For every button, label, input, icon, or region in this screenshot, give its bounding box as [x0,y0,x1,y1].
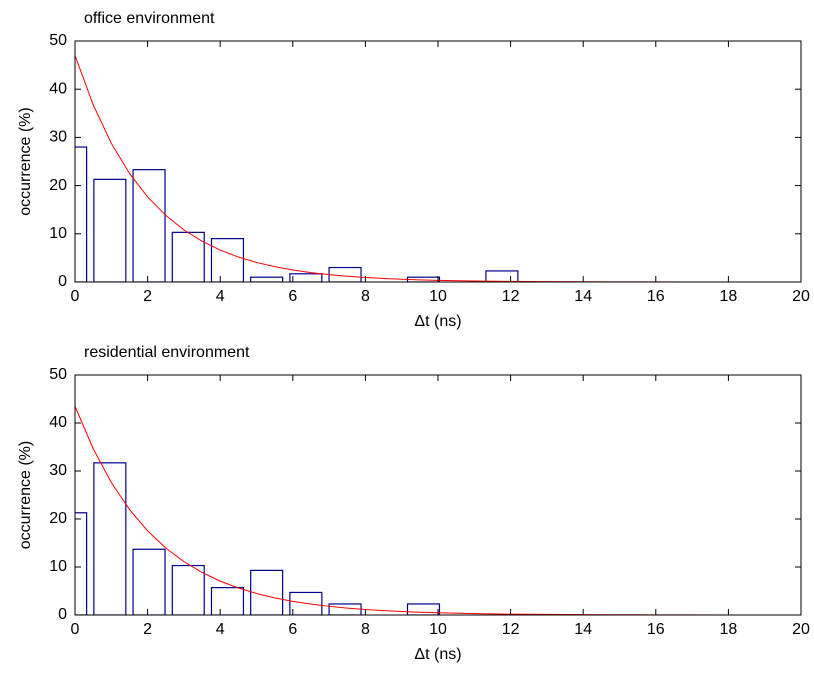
bar [93,462,127,615]
bar [289,591,323,615]
y-axis-label: occurrence (%) [17,441,34,549]
x-tick-label: 20 [792,621,810,638]
x-axis-label: Δt (ns) [414,313,461,330]
bar [406,603,441,615]
x-tick-label: 10 [429,288,447,305]
x-tick-label: 12 [502,621,520,638]
subplot: 0 2 4 6 8 10 12 14 16 18 20 0 10 20 30 40 50 office envir… [17,10,810,330]
x-tick-label: 18 [720,621,738,638]
y-tick-label: 0 [58,606,67,623]
y-tick-label: 0 [58,273,67,290]
x-tick-label: 2 [143,621,152,638]
x-tick-label: 16 [647,288,665,305]
y-tick-label: 30 [49,462,67,479]
x-tick-label: 8 [361,288,370,305]
bar [93,178,127,282]
x-tick-label: 18 [720,288,738,305]
bar [289,273,323,282]
x-tick-label: 14 [574,288,592,305]
y-tick-label: 30 [49,129,67,146]
y-axis-label: occurrence (%) [17,107,34,215]
x-tick-label: 0 [71,288,80,305]
x-tick-label: 4 [216,288,225,305]
bar [75,146,88,282]
y-tick-label: 10 [49,225,67,242]
chart-title: residential environment [84,344,250,361]
y-tick-label: 20 [49,177,67,194]
x-tick-label: 14 [574,621,592,638]
x-tick-label: 2 [143,288,152,305]
bar [210,587,245,615]
bar [75,512,88,615]
y-tick-label: 50 [49,32,67,49]
x-tick-label: 0 [71,621,80,638]
x-tick-label: 8 [361,621,370,638]
y-tick-label: 20 [49,510,67,527]
plot-area [75,41,801,282]
x-tick-label: 4 [216,621,225,638]
x-tick-label: 20 [792,288,810,305]
y-tick-label: 40 [49,414,67,431]
chart-title: office environment [84,10,215,27]
x-axis-label: Δt (ns) [414,646,461,663]
bar [485,270,519,282]
x-tick-label: 12 [502,288,520,305]
subplot: 0 2 4 6 8 10 12 14 16 18 20 0 10 20 30 40 50 residential … [17,344,810,663]
plot-area [75,375,801,615]
bar [132,169,166,282]
x-tick-label: 16 [647,621,665,638]
x-tick-label: 6 [288,288,297,305]
y-tick-label: 50 [49,366,67,383]
x-tick-label: 6 [288,621,297,638]
x-tick-label: 10 [429,621,447,638]
y-tick-label: 40 [49,80,67,97]
y-tick-label: 10 [49,558,67,575]
